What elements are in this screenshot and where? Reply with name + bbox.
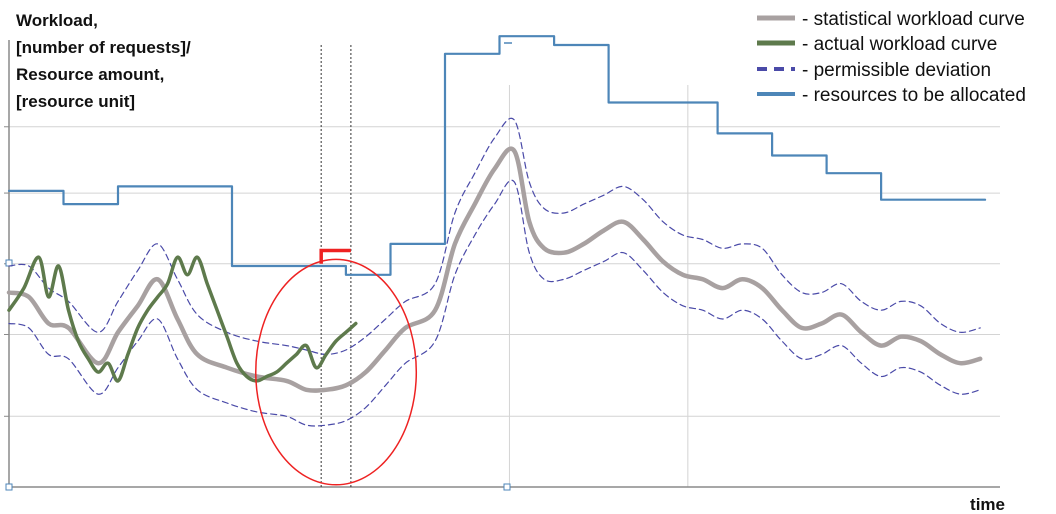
legend-label-actual: - actual workload curve bbox=[802, 34, 997, 55]
legend-label-resources: - resources to be allocated bbox=[802, 85, 1026, 106]
series-line-deviation-upper bbox=[8, 117, 981, 355]
series-layer bbox=[6, 35, 987, 427]
y-axis-label-line-4: [resource unit] bbox=[16, 92, 135, 111]
series-line-actual bbox=[7, 255, 358, 383]
x-axis-label: time bbox=[970, 495, 1005, 514]
series-line-deviation-lower bbox=[8, 179, 981, 427]
highlight-circle-annotation bbox=[255, 258, 418, 486]
series-line-resources bbox=[7, 35, 987, 276]
grid bbox=[4, 85, 1000, 487]
legend-label-statistical: - statistical workload curve bbox=[802, 9, 1025, 30]
y-axis-label: Workload, [number of requests]/ Resource… bbox=[16, 11, 191, 111]
y-axis-label-line-1: Workload, bbox=[16, 11, 98, 30]
highlight-step-annotation bbox=[319, 248, 351, 264]
y-axis-label-line-3: Resource amount, bbox=[16, 65, 164, 84]
y-axis-label-line-2: [number of requests]/ bbox=[16, 38, 191, 57]
series-line-statistical bbox=[6, 146, 983, 393]
annotation-layer bbox=[255, 248, 418, 486]
axis-handle-origin bbox=[5, 483, 13, 491]
legend-label-deviation: - permissible deviation bbox=[802, 60, 991, 81]
legend: - statistical workload curve - actual wo… bbox=[757, 9, 1026, 106]
axis-handle-left bbox=[5, 259, 13, 267]
axes bbox=[5, 40, 1000, 491]
axis-handle-bottom bbox=[503, 483, 511, 491]
